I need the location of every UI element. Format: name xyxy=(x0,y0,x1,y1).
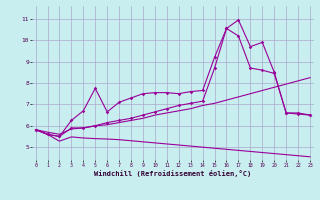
X-axis label: Windchill (Refroidissement éolien,°C): Windchill (Refroidissement éolien,°C) xyxy=(94,170,252,177)
